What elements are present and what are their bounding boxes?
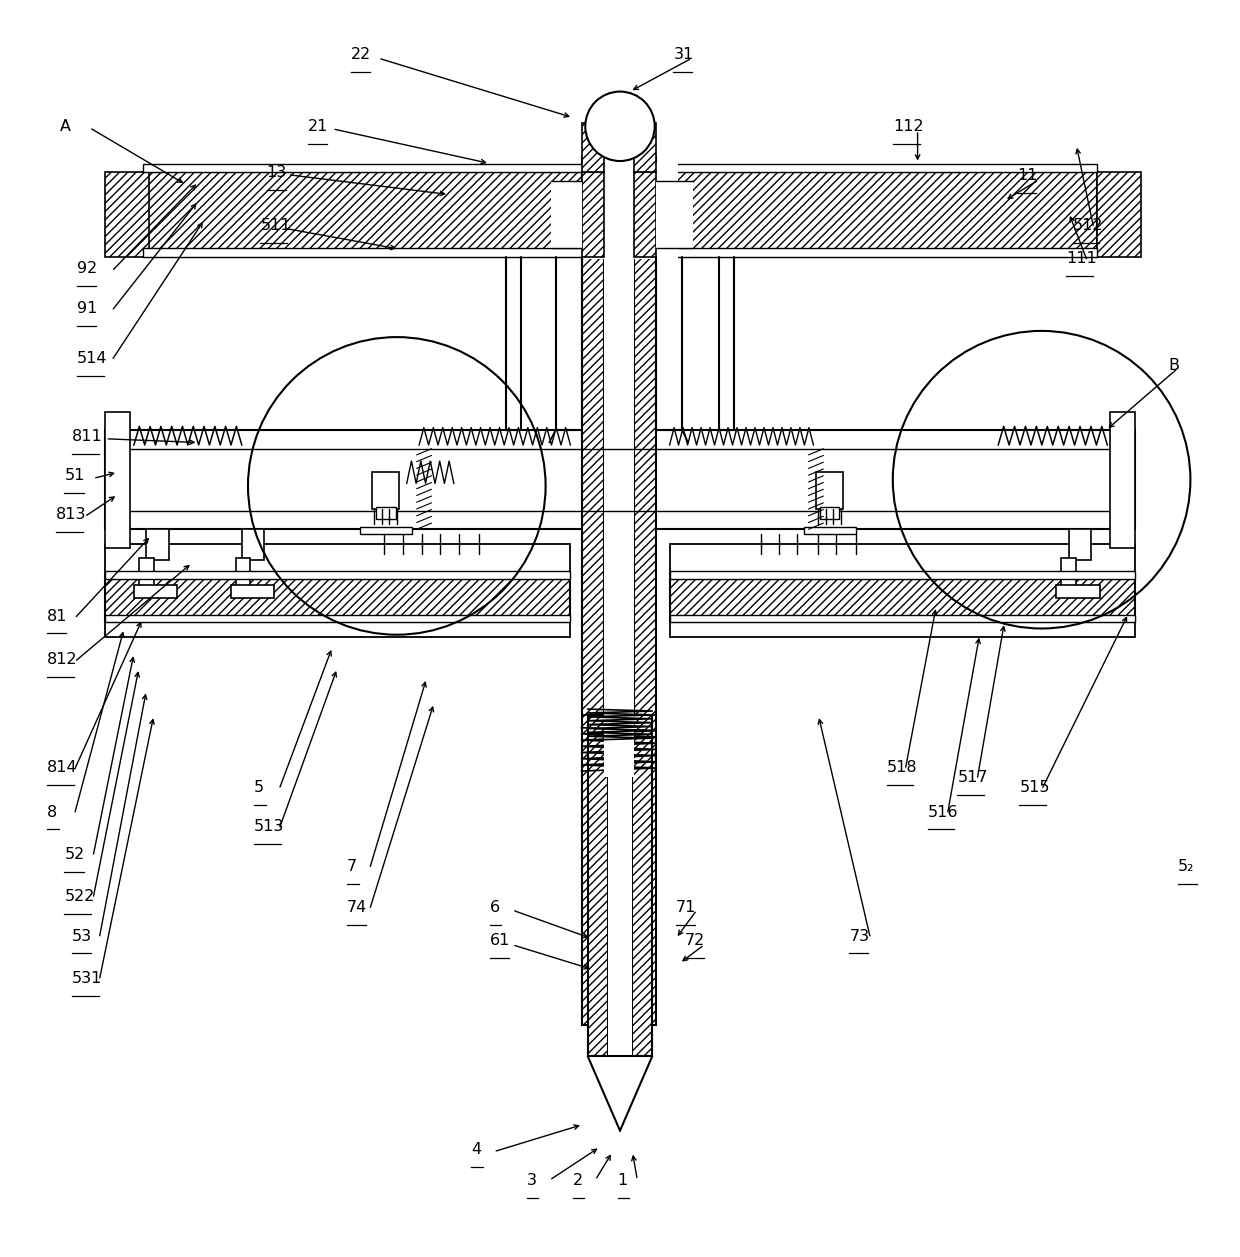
Text: 112: 112: [893, 119, 924, 133]
Bar: [376, 507, 396, 519]
Bar: [588, 715, 608, 1056]
Bar: [143, 172, 1097, 256]
Polygon shape: [588, 1056, 652, 1131]
Text: 522: 522: [64, 889, 94, 904]
Text: 7: 7: [347, 859, 357, 874]
Text: 71: 71: [676, 900, 696, 915]
Bar: [604, 703, 634, 777]
Bar: [582, 123, 604, 172]
Bar: [634, 157, 656, 1026]
Text: 91: 91: [77, 302, 97, 316]
Bar: [105, 430, 1135, 529]
Bar: [139, 558, 154, 588]
Bar: [231, 585, 274, 597]
Bar: [372, 473, 399, 509]
Text: 813: 813: [56, 507, 87, 522]
Bar: [105, 544, 570, 637]
Text: 514: 514: [77, 351, 108, 366]
Bar: [551, 181, 582, 248]
Text: 61: 61: [490, 934, 510, 949]
Bar: [105, 579, 570, 622]
Bar: [1097, 172, 1141, 256]
Bar: [670, 579, 1135, 622]
Text: 531: 531: [72, 970, 102, 985]
Bar: [582, 162, 678, 259]
Text: 111: 111: [1066, 251, 1097, 266]
Text: 8: 8: [47, 804, 57, 820]
Text: 5₂: 5₂: [1178, 859, 1194, 874]
Text: 22: 22: [351, 47, 371, 62]
Text: 2: 2: [573, 1173, 583, 1188]
Text: B: B: [1168, 358, 1179, 373]
Bar: [582, 157, 604, 1026]
Bar: [105, 615, 570, 622]
Bar: [143, 163, 1097, 172]
Bar: [632, 715, 652, 1056]
Bar: [105, 172, 149, 256]
Bar: [670, 615, 1135, 622]
Bar: [146, 529, 169, 561]
Bar: [242, 529, 264, 561]
Text: 6: 6: [490, 900, 500, 915]
Text: 72: 72: [684, 934, 704, 949]
Text: 4: 4: [471, 1141, 481, 1156]
Circle shape: [585, 92, 655, 161]
Text: 92: 92: [77, 261, 97, 277]
Text: 518: 518: [887, 760, 918, 774]
Text: 515: 515: [1019, 779, 1050, 794]
Text: 512: 512: [1073, 217, 1104, 233]
Bar: [105, 411, 130, 548]
Text: 513: 513: [254, 820, 284, 835]
Text: 74: 74: [347, 900, 367, 915]
Text: 11: 11: [1017, 168, 1038, 184]
Text: 814: 814: [47, 760, 78, 774]
Text: 3: 3: [527, 1173, 537, 1188]
Bar: [143, 248, 1097, 256]
Bar: [1056, 585, 1100, 597]
Bar: [1110, 411, 1135, 548]
Text: A: A: [60, 119, 71, 133]
Text: 811: 811: [72, 429, 103, 444]
Bar: [820, 507, 839, 519]
Bar: [360, 527, 412, 534]
Bar: [105, 572, 570, 579]
Text: 511: 511: [260, 217, 291, 233]
Bar: [670, 572, 1135, 579]
Bar: [634, 123, 656, 172]
Text: 1: 1: [618, 1173, 627, 1188]
Bar: [236, 558, 250, 588]
Bar: [134, 585, 177, 597]
Text: 52: 52: [64, 847, 84, 862]
Text: 51: 51: [64, 469, 84, 484]
Text: 53: 53: [72, 929, 92, 944]
Text: 812: 812: [47, 652, 78, 667]
Text: 13: 13: [267, 165, 286, 180]
Text: 5: 5: [254, 779, 264, 794]
Bar: [804, 527, 856, 534]
Text: 517: 517: [957, 769, 988, 784]
Bar: [582, 172, 604, 256]
Bar: [1061, 558, 1076, 588]
Bar: [604, 157, 634, 1026]
Text: 516: 516: [928, 804, 959, 820]
Bar: [608, 715, 632, 1056]
Bar: [816, 473, 843, 509]
Text: 21: 21: [308, 119, 327, 133]
Text: 31: 31: [673, 47, 693, 62]
Bar: [656, 181, 693, 248]
Text: 73: 73: [849, 929, 869, 944]
Bar: [670, 544, 1135, 637]
Bar: [1069, 529, 1091, 561]
Bar: [634, 172, 656, 256]
Text: 81: 81: [47, 608, 68, 623]
